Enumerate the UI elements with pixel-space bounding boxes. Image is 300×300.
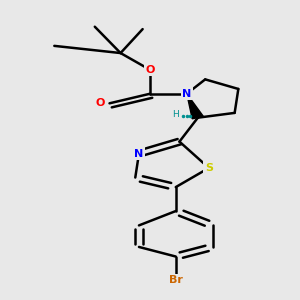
Text: N: N (134, 148, 144, 159)
Text: H: H (172, 110, 179, 118)
Text: Br: Br (169, 275, 183, 286)
Polygon shape (187, 94, 203, 119)
Text: O: O (145, 65, 155, 75)
Text: N: N (182, 89, 191, 99)
Text: O: O (96, 98, 105, 108)
Text: S: S (205, 163, 213, 173)
